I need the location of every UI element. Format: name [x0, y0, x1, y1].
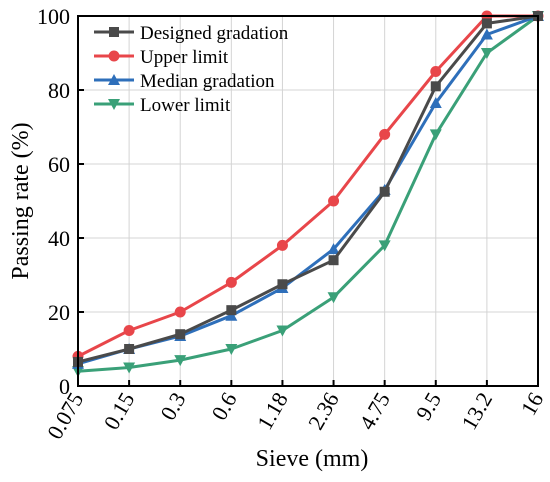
data-point [108, 50, 120, 62]
data-point [379, 128, 391, 140]
legend-item: Lower limit [94, 95, 231, 116]
data-point [124, 344, 135, 354]
data-point [225, 344, 238, 355]
legend-label: Lower limit [140, 95, 231, 116]
data-point [328, 195, 340, 207]
data-point [276, 239, 288, 251]
y-tick-label: 40 [48, 226, 70, 251]
y-tick-label: 60 [48, 152, 70, 177]
x-tick-label: 0.3 [155, 388, 190, 424]
x-tick-label: 16 [516, 388, 549, 420]
data-point [123, 325, 135, 336]
legend-item: Median gradation [94, 71, 275, 92]
data-point [328, 255, 339, 266]
plot-frame [77, 15, 539, 387]
series-1 [72, 10, 544, 362]
x-tick-label: 1.18 [252, 388, 293, 434]
data-point [276, 325, 289, 337]
data-point [108, 99, 120, 110]
data-point [327, 292, 340, 304]
legend-item: Upper limit [94, 47, 229, 68]
x-tick-label: 0.075 [42, 388, 88, 443]
data-point [429, 129, 442, 141]
series-line [77, 14, 539, 364]
data-point [226, 305, 237, 316]
series-line [77, 14, 538, 358]
x-tick-label: 0.15 [99, 388, 140, 434]
series-line [77, 14, 539, 373]
data-point [327, 243, 340, 255]
data-point [175, 329, 186, 340]
y-axis: 0 20 40 60 80 100 [37, 4, 84, 399]
x-axis: 0.075 0.15 0.3 0.6 1.18 2.36 4.75 9.5 13.2 16 [42, 380, 548, 443]
legend: Designed gradation Upper limit Median grad… [94, 23, 289, 116]
data-point [430, 66, 442, 77]
data-point [480, 28, 493, 40]
x-tick-label: 2.36 [303, 388, 344, 434]
y-tick-label: 0 [59, 374, 70, 399]
data-point [174, 306, 186, 318]
series-layer [72, 10, 544, 378]
legend-label: Designed gradation [140, 23, 289, 44]
data-point [378, 240, 391, 252]
legend-label: Upper limit [140, 47, 229, 68]
y-tick-label: 80 [48, 78, 70, 103]
y-tick-label: 100 [37, 4, 70, 29]
x-tick-label: 4.75 [354, 388, 395, 434]
x-tick-label: 13.2 [456, 388, 497, 434]
data-point [108, 74, 120, 85]
legend-item: Designed gradation [94, 23, 289, 44]
data-point [123, 362, 136, 374]
data-point [174, 355, 187, 367]
data-point [379, 186, 390, 197]
data-point [481, 18, 492, 29]
data-point [480, 48, 493, 59]
data-point [109, 27, 119, 37]
data-point [225, 309, 238, 321]
x-tick-label: 9.5 [411, 388, 446, 424]
data-point [225, 276, 237, 288]
data-point [277, 279, 288, 290]
data-point [429, 96, 442, 108]
y-axis-title: Passing rate (%) [8, 122, 34, 279]
x-tick-label: 0.6 [206, 388, 241, 424]
x-axis-title: Sieve (mm) [256, 446, 369, 472]
legend-label: Median gradation [140, 71, 275, 92]
y-tick-label: 20 [48, 300, 70, 325]
data-point [430, 81, 441, 92]
